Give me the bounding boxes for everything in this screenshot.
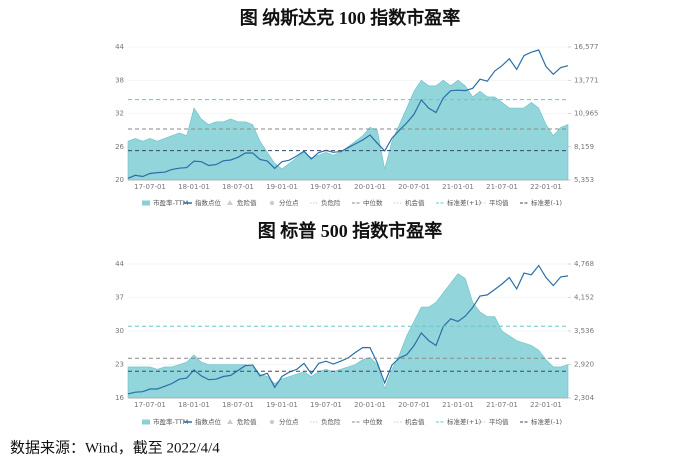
legend-label: 市盈率-TTM <box>153 198 188 207</box>
legend-label: 负危险 <box>321 417 341 426</box>
legend-label: 机会值 <box>405 417 425 426</box>
y-tick-label: 20 <box>115 176 124 184</box>
y2-tick-label: 5,353 <box>574 176 594 184</box>
legend-swatch <box>227 200 233 205</box>
legend-label: 标准差(-1) <box>531 417 562 426</box>
y2-tick-label: 13,771 <box>574 76 599 84</box>
x-tick-label: 17-07-01 <box>134 183 166 191</box>
legend-label: 平均值 <box>489 417 509 426</box>
legend-label: 标准差(-1) <box>531 198 562 207</box>
legend-swatch <box>142 419 150 425</box>
x-tick-label: 21-01-01 <box>442 183 474 191</box>
legend-swatch <box>142 200 150 206</box>
y-tick-label: 30 <box>115 327 124 335</box>
footer: 数据来源：Wind，截至 2022/4/4 <box>10 439 220 456</box>
y2-tick-label: 2,304 <box>574 394 595 402</box>
pe-area <box>127 79 569 181</box>
legend-label: 中位数 <box>363 198 383 207</box>
x-tick-label: 22-01-01 <box>530 401 562 409</box>
y-tick-label: 37 <box>115 294 124 302</box>
pe-area <box>127 273 569 399</box>
y-tick-label: 23 <box>115 361 124 369</box>
legend-label: 机会值 <box>405 198 425 207</box>
y2-tick-label: 16,577 <box>574 43 599 51</box>
y-tick-label: 44 <box>115 43 124 51</box>
legend-swatch <box>227 419 233 424</box>
legend-label: 市盈率-TTM <box>153 417 188 426</box>
legend-label: 危险值 <box>237 198 257 207</box>
x-tick-label: 20-07-01 <box>398 183 430 191</box>
x-tick-label: 18-01-01 <box>178 183 210 191</box>
y-tick-label: 32 <box>115 110 124 118</box>
x-tick-label: 18-01-01 <box>178 401 210 409</box>
x-tick-label: 19-07-01 <box>310 183 342 191</box>
legend-label: 分位点 <box>279 198 299 207</box>
y2-tick-label: 4,152 <box>574 294 594 302</box>
legend-label: 负危险 <box>321 198 341 207</box>
x-tick-label: 21-01-01 <box>442 401 474 409</box>
x-tick-label: 22-01-01 <box>530 183 562 191</box>
y-tick-label: 38 <box>115 76 124 84</box>
x-tick-label: 21-07-01 <box>486 183 518 191</box>
legend-label: 平均值 <box>489 198 509 207</box>
x-tick-label: 20-01-01 <box>354 401 386 409</box>
index-line <box>127 49 569 179</box>
chart-title: 图 标普 500 指数市盈率 <box>258 220 443 241</box>
y2-tick-label: 10,965 <box>574 110 599 118</box>
legend-label: 指数点位 <box>195 417 222 426</box>
x-tick-label: 19-01-01 <box>266 401 298 409</box>
y2-tick-label: 4,768 <box>574 260 594 268</box>
legend-label: 标准差(+1) <box>447 417 481 426</box>
legend-swatch <box>269 200 275 206</box>
legend-label: 中位数 <box>363 417 383 426</box>
y-tick-label: 44 <box>115 260 124 268</box>
legend-label: 危险值 <box>237 417 257 426</box>
y-tick-label: 16 <box>115 394 124 402</box>
legend-label: 指数点位 <box>195 198 222 207</box>
x-tick-label: 21-07-01 <box>486 401 518 409</box>
x-tick-label: 20-07-01 <box>398 401 430 409</box>
chart-title: 图 纳斯达克 100 指数市盈率 <box>240 7 461 28</box>
legend-swatch <box>269 419 275 425</box>
y2-tick-label: 2,920 <box>574 361 594 369</box>
y2-tick-label: 8,159 <box>574 143 594 151</box>
x-tick-label: 18-07-01 <box>222 401 254 409</box>
legend-label: 标准差(+1) <box>447 198 481 207</box>
x-tick-label: 18-07-01 <box>222 183 254 191</box>
x-tick-label: 19-07-01 <box>310 401 342 409</box>
x-tick-label: 19-01-01 <box>266 183 298 191</box>
y2-tick-label: 3,536 <box>574 327 595 335</box>
y-tick-label: 26 <box>115 143 124 151</box>
x-tick-label: 20-01-01 <box>354 183 386 191</box>
x-tick-label: 17-07-01 <box>134 401 166 409</box>
legend-label: 分位点 <box>279 417 299 426</box>
